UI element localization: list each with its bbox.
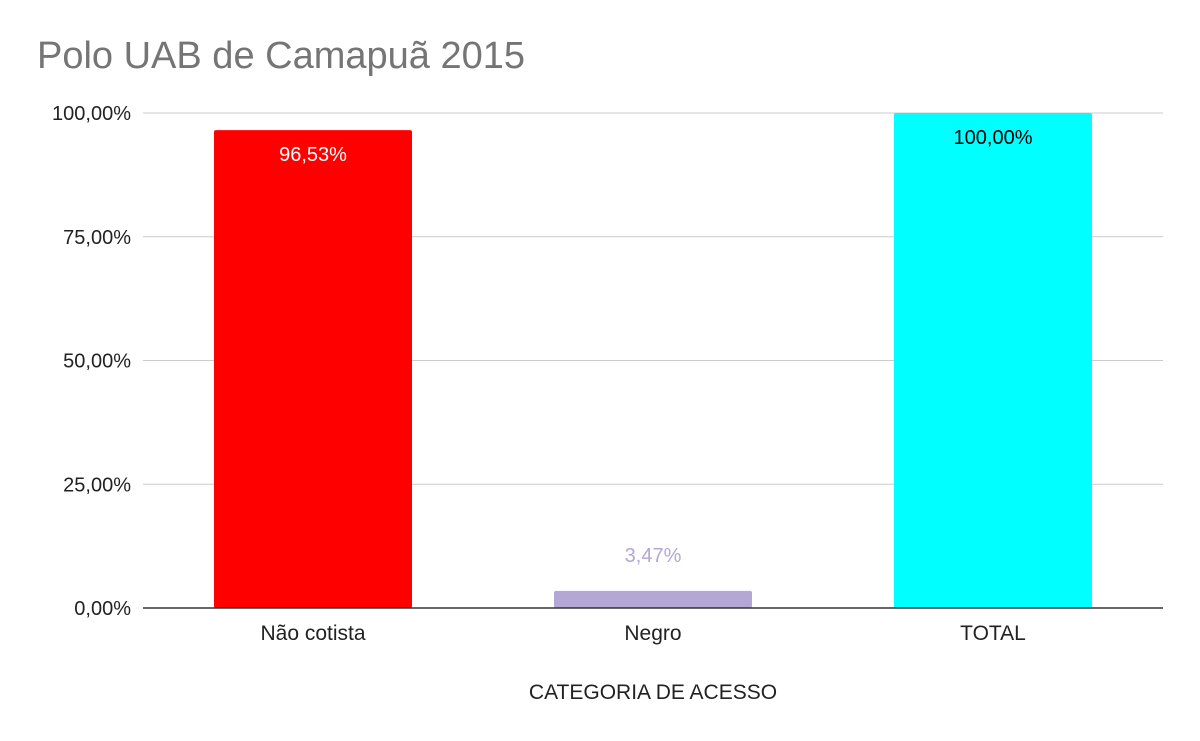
x-axis-categories: Não cotista Negro TOTAL	[260, 622, 1025, 645]
y-tick-label: 25,00%	[63, 474, 131, 496]
data-label: 3,47%	[625, 545, 682, 567]
x-category-label: Não cotista	[260, 622, 365, 645]
data-label: 96,53%	[279, 144, 347, 166]
y-tick-label: 75,00%	[63, 227, 131, 249]
bar-negro	[554, 590, 752, 608]
y-tick-label: 100,00%	[52, 103, 131, 125]
y-tick-label: 0,00%	[74, 598, 131, 620]
chart-title: Polo UAB de Camapuã 2015	[37, 35, 525, 77]
data-labels: 96,53% 3,47% 100,00%	[279, 127, 1033, 567]
bars	[214, 113, 1092, 608]
y-tick-label: 50,00%	[63, 351, 131, 373]
x-axis-label: CATEGORIA DE ACESSO	[529, 681, 777, 704]
y-axis-ticks: 0,00% 25,00% 50,00% 75,00% 100,00%	[52, 103, 131, 620]
x-category-label: TOTAL	[960, 622, 1026, 645]
bar-n-o-cotista	[214, 130, 412, 608]
x-category-label: Negro	[624, 622, 681, 645]
bar-total	[894, 113, 1092, 608]
data-label: 100,00%	[954, 127, 1033, 149]
